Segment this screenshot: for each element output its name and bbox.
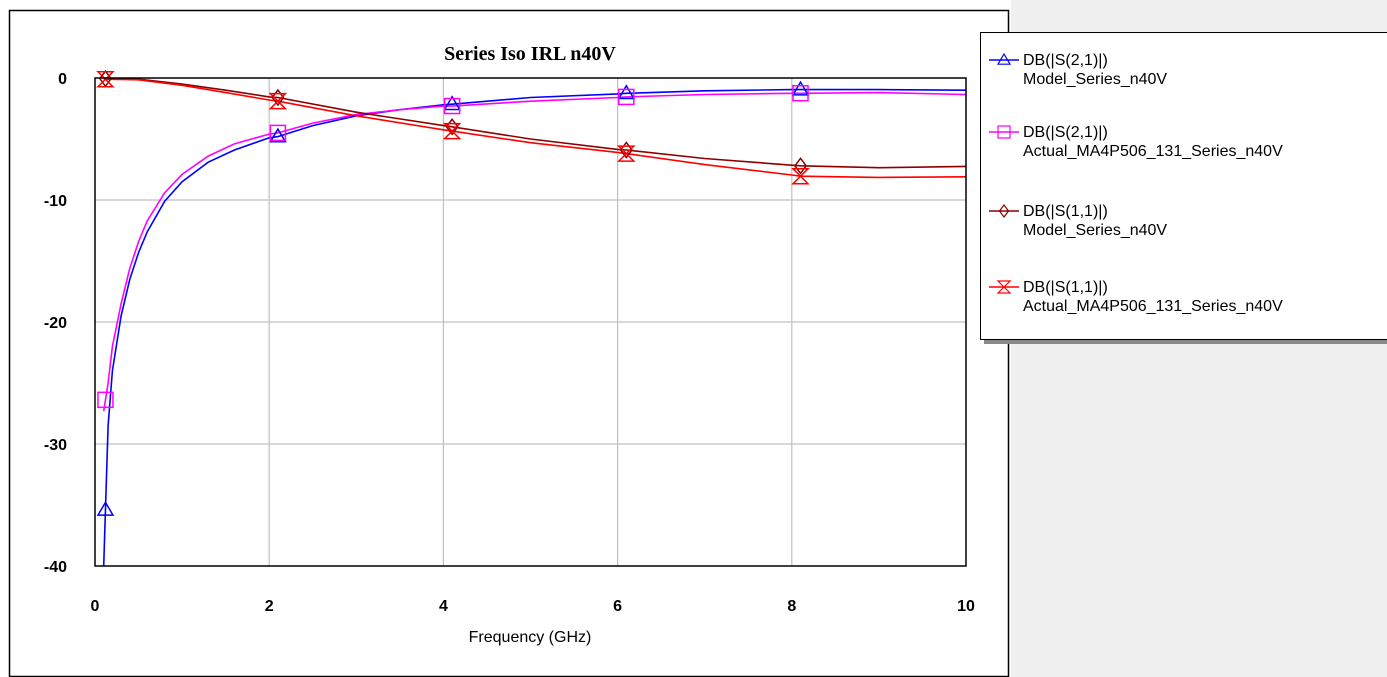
plot-area: Series Iso IRL n40V 0 2 4 6 8 10 0 -10 -20 -30 -4… bbox=[8, 9, 1010, 677]
x-tick-label: 8 bbox=[787, 598, 796, 615]
legend-entry-4-line1: DB(|S(1,1)|) bbox=[1023, 279, 1108, 296]
series-4-marker bbox=[268, 92, 288, 110]
series-line-3 bbox=[103, 77, 967, 169]
legend: DB(|S(2,1)|) Model_Series_n40V DB(|S(2,1… bbox=[980, 32, 1387, 340]
series-1-marker bbox=[791, 80, 810, 96]
series-line-2 bbox=[102, 91, 967, 412]
series-2-marker bbox=[618, 88, 635, 106]
x-tick-label: 0 bbox=[91, 598, 100, 615]
plot-window-frame bbox=[8, 9, 1010, 677]
x-tick-label: 6 bbox=[613, 598, 622, 615]
chart-title: Series Iso IRL n40V bbox=[444, 43, 616, 65]
series-4-marker bbox=[442, 122, 462, 140]
series-3-marker bbox=[619, 141, 633, 159]
legend-entry-3: DB(|S(1,1)|) Model_Series_n40V bbox=[1023, 202, 1167, 240]
legend-entry-1-line2: Model_Series_n40V bbox=[1023, 71, 1168, 88]
y-tick-label: -20 bbox=[44, 315, 67, 332]
series-1-marker bbox=[96, 500, 115, 516]
legend-symbol-3 bbox=[998, 203, 1010, 218]
series-4-marker bbox=[96, 71, 115, 88]
series-line-1 bbox=[102, 88, 967, 567]
series-3-marker bbox=[793, 157, 808, 175]
series-2-marker bbox=[269, 124, 287, 142]
series-3-marker bbox=[271, 88, 285, 107]
legend-marker-2 bbox=[997, 125, 1011, 139]
series-2-marker bbox=[97, 391, 114, 409]
legend-entry-2-line1: DB(|S(2,1)|) bbox=[1023, 124, 1108, 141]
legend-symbol-2 bbox=[997, 125, 1011, 139]
x-tick-labels: 0 2 4 6 8 10 bbox=[91, 598, 975, 615]
series-4-marker bbox=[791, 167, 810, 185]
series-2-marker bbox=[443, 97, 461, 115]
y-tick-label: -30 bbox=[44, 437, 67, 454]
legend-entry-4: DB(|S(1,1)|) Actual_MA4P506_131_Series_n… bbox=[1023, 278, 1283, 316]
grid bbox=[95, 78, 966, 566]
legend-entry-3-line2: Model_Series_n40V bbox=[1023, 222, 1168, 239]
series-1-marker bbox=[617, 84, 636, 100]
series-1-marker bbox=[443, 95, 461, 111]
legend-symbols bbox=[989, 52, 1019, 294]
y-tick-label: -10 bbox=[44, 193, 67, 210]
legend-entry-2: DB(|S(2,1)|) Actual_MA4P506_131_Series_n… bbox=[1023, 123, 1283, 161]
series-4-marker bbox=[616, 145, 636, 162]
series-line-4 bbox=[103, 78, 967, 179]
legend-symbol-1 bbox=[996, 52, 1012, 65]
series-2-marker bbox=[792, 85, 809, 102]
legend-entry-2-line2: Actual_MA4P506_131_Series_n40V bbox=[1023, 143, 1283, 160]
legend-symbol-4 bbox=[996, 280, 1012, 294]
legend-entry-1: DB(|S(2,1)|) Model_Series_n40V bbox=[1023, 51, 1167, 89]
x-tick-label: 10 bbox=[957, 598, 975, 615]
legend-entry-1-line1: DB(|S(2,1)|) bbox=[1023, 52, 1108, 69]
y-tick-label: -40 bbox=[44, 559, 67, 576]
x-tick-label: 2 bbox=[265, 598, 274, 615]
plot-window: Series Iso IRL n40V 0 2 4 6 8 10 0 -10 -20 -30 -4… bbox=[0, 0, 1011, 677]
plot-frame bbox=[94, 77, 967, 567]
y-tick-labels: 0 -10 -20 -30 -40 bbox=[44, 71, 67, 576]
x-tick-label: 4 bbox=[439, 598, 448, 615]
series-markers bbox=[96, 69, 810, 516]
legend-marker-4 bbox=[996, 280, 1012, 294]
series-1-marker bbox=[269, 127, 287, 143]
legend-marker-3 bbox=[998, 203, 1010, 218]
legend-entry-3-line1: DB(|S(1,1)|) bbox=[1023, 203, 1108, 220]
legend-entry-4-line2: Actual_MA4P506_131_Series_n40V bbox=[1023, 298, 1283, 315]
y-tick-label: 0 bbox=[58, 71, 67, 88]
legend-marker-1 bbox=[996, 52, 1012, 65]
x-axis-label: Frequency (GHz) bbox=[469, 629, 592, 646]
